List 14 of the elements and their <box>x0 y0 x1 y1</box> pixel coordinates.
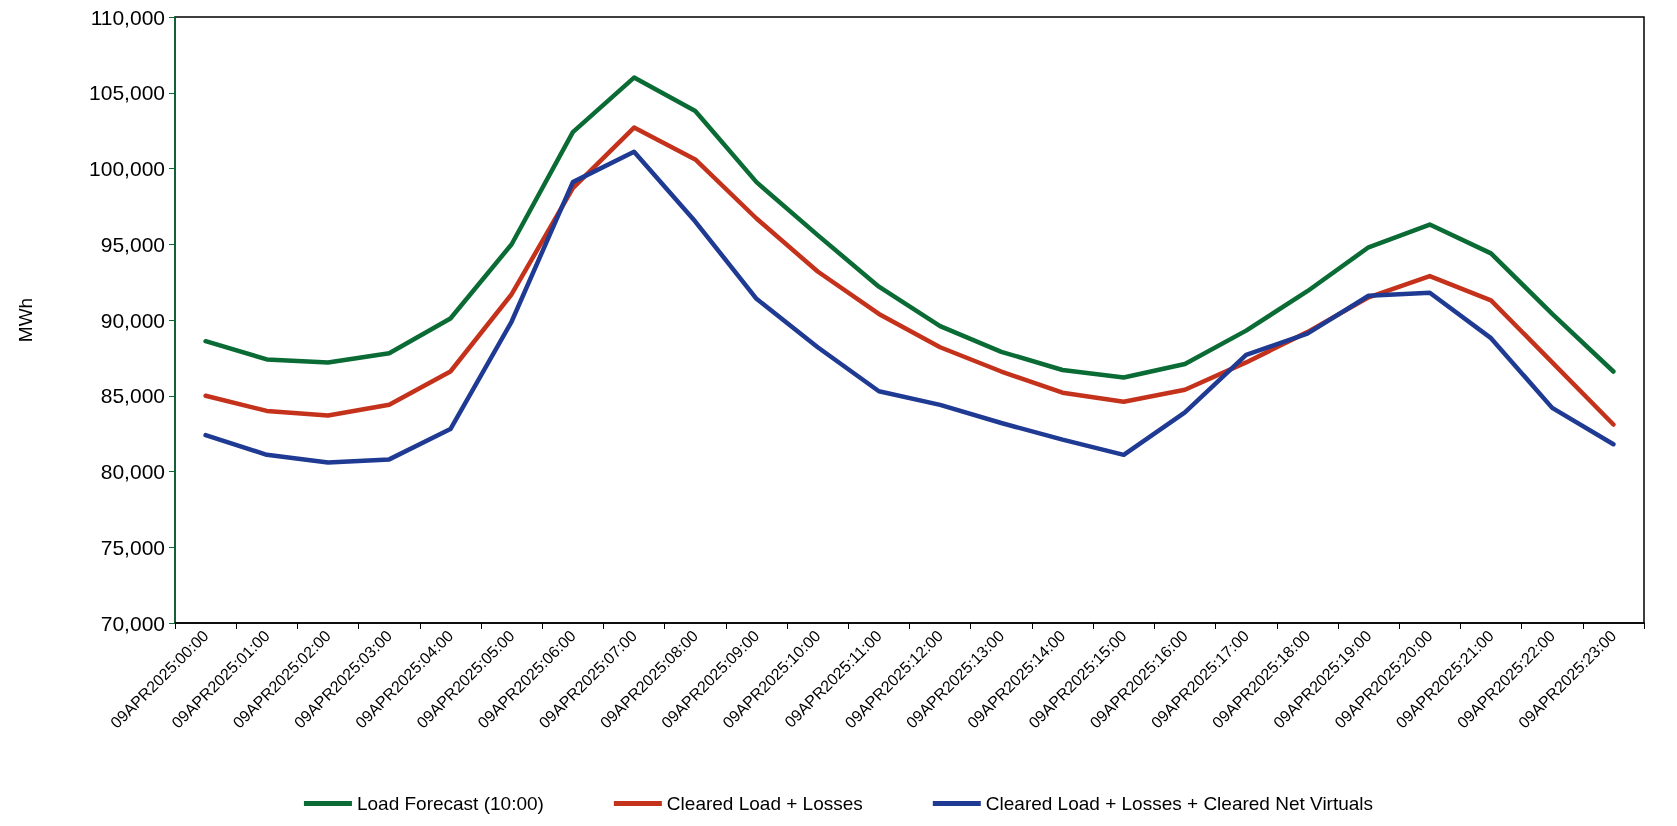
y-tick-label: 105,000 <box>89 81 165 105</box>
y-tick-label: 110,000 <box>90 5 165 29</box>
y-tick-label: 80,000 <box>100 460 165 483</box>
y-tick-label: 85,000 <box>100 384 165 408</box>
line-series <box>203 149 1616 465</box>
y-tick-label: 95,000 <box>100 232 165 256</box>
y-tick-label: 100,000 <box>89 157 165 180</box>
legend-label: Load Forecast (10:00) <box>356 793 544 814</box>
y-tick-label: 90,000 <box>100 308 165 332</box>
legend-label: Cleared Load + Losses + Cleared Net Virtuals <box>985 793 1374 814</box>
line-series <box>203 75 1616 380</box>
legend-label: Cleared Load + Losses <box>666 793 863 814</box>
y-axis-title: MWh <box>15 297 36 343</box>
y-tick-label: 75,000 <box>100 535 165 559</box>
